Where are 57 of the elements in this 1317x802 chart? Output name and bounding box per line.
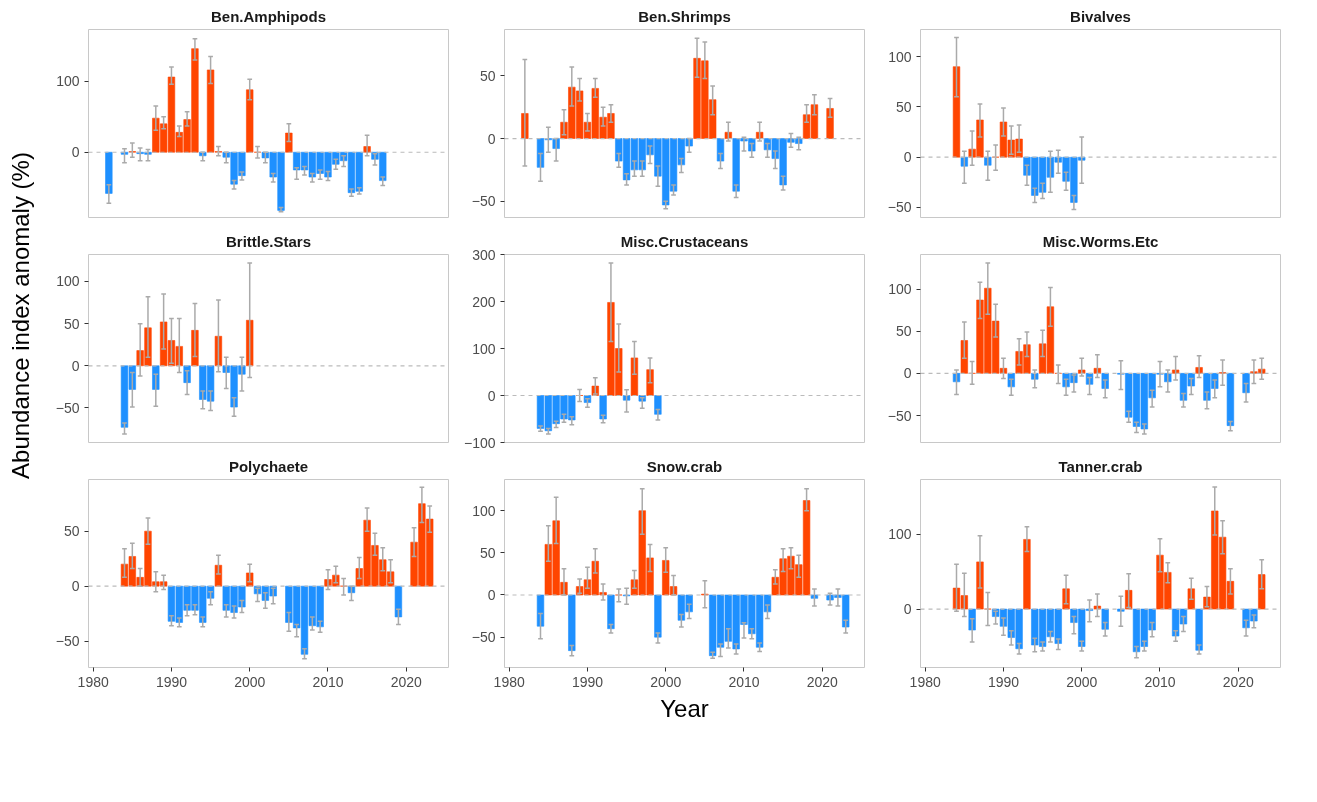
y-tick-label: −50 xyxy=(55,399,80,416)
y-tick-label: 0 xyxy=(487,587,496,603)
y-tick-label: 50 xyxy=(895,98,912,115)
y-tick-label: 300 xyxy=(472,246,496,263)
chart-title: Brittle.Stars xyxy=(225,232,312,250)
y-tick-label: 100 xyxy=(888,281,912,298)
chart-title: Polychaete xyxy=(228,457,309,475)
y-tick-label: 50 xyxy=(63,315,80,332)
x-tick-label: 1980 xyxy=(77,673,109,690)
chart-title: Snow.crab xyxy=(646,457,723,475)
chart-title: Misc.Crustaceans xyxy=(620,232,749,250)
y-tick-label: 100 xyxy=(888,48,912,65)
y-tick-label: −50 xyxy=(887,407,912,424)
y-tick-label: 50 xyxy=(63,523,80,540)
x-tick-label: 2020 xyxy=(1222,673,1255,690)
y-tick-label: 100 xyxy=(472,502,496,519)
x-tick-label: 1980 xyxy=(493,673,525,690)
chart-title: Ben.Shrimps xyxy=(638,7,731,25)
y-tick-label: 0 xyxy=(487,387,496,404)
y-tick-label: 0 xyxy=(71,578,80,595)
x-tick-label: 2000 xyxy=(650,673,682,690)
y-tick-label: 50 xyxy=(895,323,912,340)
y-tick-label: 0 xyxy=(487,130,496,147)
x-tick-label: 1990 xyxy=(571,673,604,690)
y-tick-label: −50 xyxy=(471,193,496,210)
y-tick-label: 50 xyxy=(479,544,496,561)
y-tick-label: −50 xyxy=(887,199,912,216)
y-tick-label: 100 xyxy=(56,273,80,290)
y-axis-title: Abundance index anomaly (%) xyxy=(7,152,34,479)
x-tick-label: 2010 xyxy=(312,673,344,690)
x-tick-label: 1990 xyxy=(987,673,1020,690)
x-tick-label: 2010 xyxy=(1144,673,1176,690)
x-tick-label: 2020 xyxy=(390,673,423,690)
y-tick-label: 100 xyxy=(888,526,912,543)
y-tick-label: 0 xyxy=(903,149,912,166)
y-tick-label: 50 xyxy=(479,67,496,84)
y-tick-label: −50 xyxy=(471,629,496,646)
y-tick-label: 0 xyxy=(71,144,80,161)
y-tick-label: 100 xyxy=(472,340,496,357)
y-tick-label: −50 xyxy=(55,633,80,650)
x-tick-label: 1990 xyxy=(155,673,188,690)
y-tick-label: 100 xyxy=(56,73,80,90)
y-tick-label: 200 xyxy=(472,293,496,310)
x-tick-label: 2010 xyxy=(728,673,760,690)
chart-title: Ben.Amphipods xyxy=(211,7,326,25)
x-tick-label: 2000 xyxy=(1066,673,1098,690)
x-tick-label: 2000 xyxy=(234,673,266,690)
x-axis-title: Year xyxy=(660,694,709,722)
y-tick-label: 0 xyxy=(903,365,912,382)
y-tick-label: 0 xyxy=(71,357,80,374)
x-tick-label: 2020 xyxy=(806,673,839,690)
chart-title: Tanner.crab xyxy=(1058,457,1143,475)
chart-title: Misc.Worms.Etc xyxy=(1042,232,1159,250)
y-tick-label: 0 xyxy=(903,601,912,618)
chart-title: Bivalves xyxy=(1070,7,1131,25)
x-tick-label: 1980 xyxy=(909,673,941,690)
y-tick-label: −100 xyxy=(463,434,496,451)
